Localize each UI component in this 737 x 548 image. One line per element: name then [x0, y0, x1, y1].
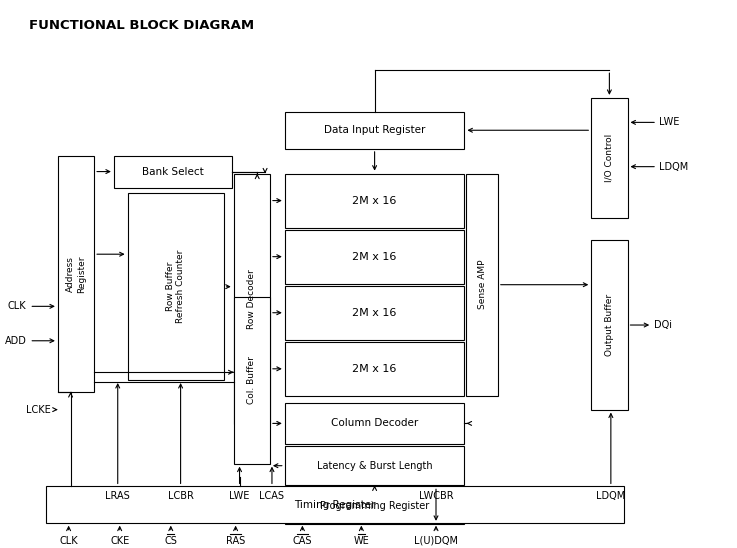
Text: LDQM: LDQM [659, 162, 688, 172]
Text: LCBR: LCBR [167, 491, 194, 501]
Text: Latency & Burst Length: Latency & Burst Length [317, 461, 433, 471]
Text: CS: CS [164, 535, 177, 546]
Text: RAS: RAS [226, 535, 245, 546]
Bar [284, 487, 464, 524]
Text: WE: WE [354, 535, 369, 546]
Text: Timing Register: Timing Register [294, 500, 376, 510]
Text: LWE: LWE [659, 117, 680, 127]
Text: Row Buffer
Refresh Counter: Row Buffer Refresh Counter [166, 250, 186, 323]
Bar [467, 174, 498, 396]
Bar [284, 174, 464, 227]
Bar [284, 403, 464, 444]
Text: Address
Register: Address Register [66, 255, 85, 293]
Text: Sense AMP: Sense AMP [478, 260, 486, 310]
Bar [284, 286, 464, 340]
Text: FUNCTIONAL BLOCK DIAGRAM: FUNCTIONAL BLOCK DIAGRAM [29, 19, 254, 32]
Text: ADD: ADD [4, 336, 27, 346]
Text: LRAS: LRAS [105, 491, 130, 501]
Bar [284, 112, 464, 149]
Bar [234, 296, 270, 464]
Bar [284, 230, 464, 284]
Text: Column Decoder: Column Decoder [331, 419, 418, 429]
Text: DQi: DQi [654, 320, 672, 330]
Bar [46, 487, 624, 523]
Bar [284, 446, 464, 486]
Text: LDQM: LDQM [596, 491, 626, 501]
Text: LWE: LWE [229, 491, 250, 501]
Bar [284, 342, 464, 396]
Bar [591, 241, 628, 409]
Text: Row Decoder: Row Decoder [248, 269, 256, 329]
Text: LCKE: LCKE [27, 404, 51, 415]
Text: CKE: CKE [110, 535, 129, 546]
Text: CLK: CLK [59, 535, 78, 546]
Text: 2M x 16: 2M x 16 [352, 308, 397, 318]
Bar [57, 156, 94, 392]
Text: LWCBR: LWCBR [419, 491, 453, 501]
Text: Programming Register: Programming Register [320, 500, 429, 511]
Text: 2M x 16: 2M x 16 [352, 364, 397, 374]
Text: Bank Select: Bank Select [142, 167, 203, 177]
Text: LCAS: LCAS [259, 491, 284, 501]
Text: Data Input Register: Data Input Register [324, 125, 425, 135]
Bar [113, 156, 231, 189]
Bar [128, 193, 224, 380]
Text: 2M x 16: 2M x 16 [352, 196, 397, 206]
Bar [234, 174, 270, 424]
Bar [591, 98, 628, 218]
Text: 2M x 16: 2M x 16 [352, 252, 397, 261]
Text: Output Buffer: Output Buffer [605, 294, 614, 356]
Text: CAS: CAS [293, 535, 312, 546]
Text: L(U)DQM: L(U)DQM [414, 535, 458, 546]
Text: I/O Control: I/O Control [605, 134, 614, 182]
Text: CLK: CLK [8, 301, 27, 311]
Text: Col. Buffer: Col. Buffer [248, 356, 256, 404]
